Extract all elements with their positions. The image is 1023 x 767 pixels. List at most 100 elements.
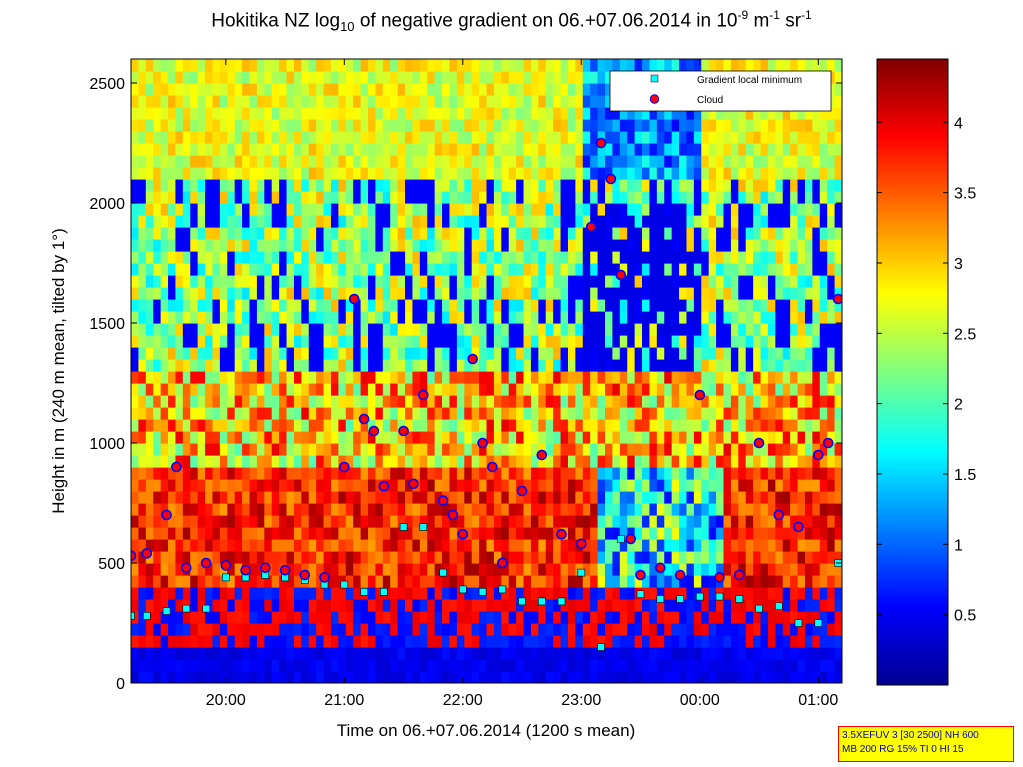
colorbar-tick-label: 1.5 xyxy=(954,467,976,484)
colorbar-tick-label: 2 xyxy=(954,397,963,414)
y-axis-label: Height in m (240 m mean, tilted by 1°) xyxy=(49,228,68,514)
colorbar xyxy=(876,58,949,686)
legend-label-cloud: Cloud xyxy=(697,95,723,106)
gradient-min-point xyxy=(676,595,684,603)
gradient-min-point xyxy=(222,573,230,582)
gradient-min-point xyxy=(340,580,349,589)
gradient-min-point xyxy=(636,590,645,599)
gradient-min-point xyxy=(577,568,586,577)
cloud-point xyxy=(299,569,311,581)
cloud-point xyxy=(368,425,380,437)
cloud-point xyxy=(319,572,330,583)
cloud-point xyxy=(398,425,409,437)
cloud-point xyxy=(516,485,528,497)
cloud-point xyxy=(674,569,686,581)
gradient-min-point xyxy=(478,587,487,596)
gradient-min-point xyxy=(162,607,171,615)
cloud-point xyxy=(131,550,137,562)
cloud-point xyxy=(487,461,498,473)
gradient-min-point xyxy=(755,604,763,613)
marker-layer xyxy=(131,137,842,651)
cloud-point xyxy=(694,389,706,401)
gradient-min-point xyxy=(399,523,408,531)
colorbar-tick-label: 4 xyxy=(954,115,963,132)
gradient-min-point xyxy=(735,595,744,603)
cloud-point xyxy=(240,564,251,576)
cloud-point xyxy=(181,562,192,574)
cloud-point xyxy=(141,548,153,559)
x-axis-label: Time on 06.+07.06.2014 (1200 s mean) xyxy=(337,721,635,740)
cloud-point xyxy=(496,557,508,569)
gradient-min-point xyxy=(774,602,783,611)
y-tick-label: 500 xyxy=(98,556,125,573)
cloud-point xyxy=(417,389,429,401)
cloud-point xyxy=(200,557,212,569)
cloud-point xyxy=(635,569,646,581)
gradient-min-point xyxy=(814,619,823,627)
x-tick-label: 23:00 xyxy=(561,692,601,709)
gradient-min-point xyxy=(131,611,135,620)
gradient-min-point xyxy=(458,585,467,594)
gradient-min-point xyxy=(597,643,605,651)
cloud-point xyxy=(605,173,617,185)
gradient-min-point xyxy=(616,535,625,543)
cloud-point xyxy=(793,521,804,533)
cloud-point xyxy=(338,461,350,473)
cloud-point xyxy=(171,461,182,473)
y-tick-label: 0 xyxy=(116,676,125,693)
gradient-min-point xyxy=(419,523,428,531)
x-tick-label: 20:00 xyxy=(206,692,246,709)
gradient-min-point xyxy=(498,585,507,594)
info-line-1: 3.5XEFUV 3 [30 2500] NH 600 xyxy=(842,730,979,741)
gradient-min-point xyxy=(379,587,388,596)
gradient-min-point xyxy=(557,597,566,606)
cloud-point xyxy=(595,137,607,149)
info-box: 3.5XEFUV 3 [30 2500] NH 600 MB 200 RG 15… xyxy=(838,726,1014,762)
colorbar-ticks: 0.5 1 1.5 2 2.5 3 3.5 4 xyxy=(877,115,976,625)
gradient-min-point xyxy=(518,597,526,606)
colorbar-tick-label: 2.5 xyxy=(954,326,976,343)
chart-title: Hokitika NZ log10 of negative gradient o… xyxy=(211,8,812,35)
y-tick-label: 2500 xyxy=(89,76,125,93)
cloud-point xyxy=(447,509,459,521)
cloud-point xyxy=(556,528,567,540)
legend: Gradient local minimum Cloud xyxy=(609,70,832,112)
cloud-point xyxy=(161,509,172,521)
cloud-point xyxy=(625,533,637,545)
cloud-point xyxy=(259,562,271,574)
cloud-point xyxy=(733,569,745,581)
gradient-min-point xyxy=(794,619,803,627)
cloud-point xyxy=(378,480,390,492)
cloud-point xyxy=(477,437,488,449)
cloud-point xyxy=(437,495,449,506)
cloud-point xyxy=(812,449,824,461)
info-line-2: MB 200 RG 15% TI 0 HI 15 xyxy=(842,744,964,755)
cloud-point xyxy=(714,572,725,583)
cloud-point xyxy=(408,478,419,490)
cloud-point xyxy=(348,293,360,305)
heatmap-field xyxy=(131,59,842,683)
cloud-point xyxy=(585,221,597,233)
cloud-point xyxy=(536,449,548,461)
cloud-point xyxy=(615,269,627,281)
legend-marker-cloud xyxy=(649,94,660,104)
cloud-point xyxy=(457,528,469,540)
gradient-min-point xyxy=(182,604,191,613)
cloud-point xyxy=(753,437,765,449)
gradient-min-point xyxy=(537,597,546,606)
cloud-point xyxy=(467,353,479,365)
cloud-point xyxy=(654,562,666,574)
gradient-min-point xyxy=(143,611,151,620)
gradient-min-point xyxy=(202,604,210,613)
y-tick-label: 1000 xyxy=(89,436,125,453)
gradient-min-point xyxy=(439,568,447,577)
cloud-point xyxy=(822,437,834,449)
gradient-min-point xyxy=(656,595,665,603)
y-tick-label: 1500 xyxy=(89,316,125,333)
cloud-point xyxy=(773,509,785,521)
y-axis-ticks: 0 500 1000 1500 2000 2500 xyxy=(89,76,842,693)
gradient-min-point xyxy=(695,592,704,601)
x-tick-label: 01:00 xyxy=(798,692,838,709)
gradient-min-point xyxy=(360,587,368,596)
